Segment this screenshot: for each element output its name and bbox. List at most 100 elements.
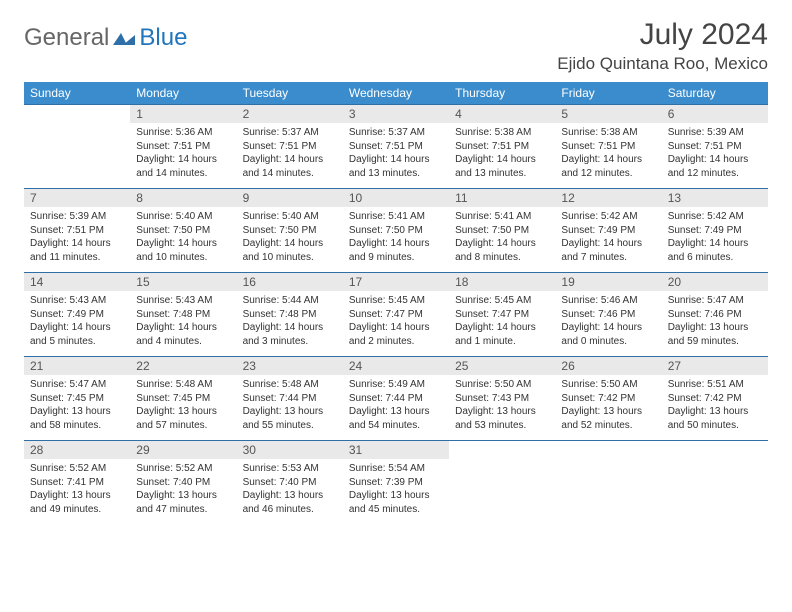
sunrise-text: Sunrise: 5:41 AM [455,210,549,224]
weekday-header: Thursday [449,82,555,105]
day-number-cell: 10 [343,189,449,208]
day-detail-cell: Sunrise: 5:47 AMSunset: 7:45 PMDaylight:… [24,375,130,441]
daynum-row: 123456 [24,105,768,124]
day-detail-cell: Sunrise: 5:40 AMSunset: 7:50 PMDaylight:… [130,207,236,273]
daylight-text: Daylight: 13 hours and 55 minutes. [243,405,337,432]
daylight-text: Daylight: 14 hours and 10 minutes. [136,237,230,264]
sunrise-text: Sunrise: 5:45 AM [349,294,443,308]
sunset-text: Sunset: 7:51 PM [668,140,762,154]
weekday-header: Monday [130,82,236,105]
detail-row: Sunrise: 5:43 AMSunset: 7:49 PMDaylight:… [24,291,768,357]
sunrise-text: Sunrise: 5:40 AM [243,210,337,224]
weekday-header: Tuesday [237,82,343,105]
day-number-cell: 30 [237,441,343,460]
daynum-row: 14151617181920 [24,273,768,292]
sunset-text: Sunset: 7:48 PM [243,308,337,322]
sunset-text: Sunset: 7:51 PM [349,140,443,154]
sunset-text: Sunset: 7:40 PM [136,476,230,490]
sunset-text: Sunset: 7:47 PM [349,308,443,322]
sunrise-text: Sunrise: 5:37 AM [349,126,443,140]
daylight-text: Daylight: 14 hours and 14 minutes. [136,153,230,180]
brand-part1: General [24,24,109,52]
day-number-cell: 29 [130,441,236,460]
day-detail-cell: Sunrise: 5:43 AMSunset: 7:48 PMDaylight:… [130,291,236,357]
day-detail-cell [662,459,768,524]
day-number: 10 [349,191,362,205]
day-detail-cell: Sunrise: 5:41 AMSunset: 7:50 PMDaylight:… [343,207,449,273]
sunset-text: Sunset: 7:49 PM [668,224,762,238]
day-detail-cell: Sunrise: 5:46 AMSunset: 7:46 PMDaylight:… [555,291,661,357]
sunset-text: Sunset: 7:51 PM [243,140,337,154]
sunset-text: Sunset: 7:40 PM [243,476,337,490]
detail-row: Sunrise: 5:47 AMSunset: 7:45 PMDaylight:… [24,375,768,441]
weekday-header: Wednesday [343,82,449,105]
daylight-text: Daylight: 14 hours and 0 minutes. [561,321,655,348]
sunset-text: Sunset: 7:43 PM [455,392,549,406]
sunrise-text: Sunrise: 5:47 AM [30,378,124,392]
day-number: 28 [30,443,43,457]
daylight-text: Daylight: 13 hours and 54 minutes. [349,405,443,432]
day-number-cell: 27 [662,357,768,376]
day-detail-cell: Sunrise: 5:47 AMSunset: 7:46 PMDaylight:… [662,291,768,357]
day-number: 13 [668,191,681,205]
daylight-text: Daylight: 13 hours and 53 minutes. [455,405,549,432]
daylight-text: Daylight: 13 hours and 57 minutes. [136,405,230,432]
day-detail-cell: Sunrise: 5:40 AMSunset: 7:50 PMDaylight:… [237,207,343,273]
daylight-text: Daylight: 14 hours and 7 minutes. [561,237,655,264]
daylight-text: Daylight: 13 hours and 47 minutes. [136,489,230,516]
daylight-text: Daylight: 14 hours and 4 minutes. [136,321,230,348]
day-number-cell: 13 [662,189,768,208]
daynum-row: 78910111213 [24,189,768,208]
day-number-cell: 28 [24,441,130,460]
day-detail-cell: Sunrise: 5:43 AMSunset: 7:49 PMDaylight:… [24,291,130,357]
daynum-row: 21222324252627 [24,357,768,376]
daylight-text: Daylight: 14 hours and 11 minutes. [30,237,124,264]
sunset-text: Sunset: 7:49 PM [30,308,124,322]
day-number-cell: 17 [343,273,449,292]
day-detail-cell: Sunrise: 5:50 AMSunset: 7:42 PMDaylight:… [555,375,661,441]
day-detail-cell: Sunrise: 5:37 AMSunset: 7:51 PMDaylight:… [237,123,343,189]
sunrise-text: Sunrise: 5:50 AM [455,378,549,392]
day-number: 23 [243,359,256,373]
daylight-text: Daylight: 13 hours and 49 minutes. [30,489,124,516]
sunrise-text: Sunrise: 5:52 AM [30,462,124,476]
day-number: 8 [136,191,143,205]
location: Ejido Quintana Roo, Mexico [557,54,768,74]
day-detail-cell: Sunrise: 5:51 AMSunset: 7:42 PMDaylight:… [662,375,768,441]
day-number: 18 [455,275,468,289]
sunrise-text: Sunrise: 5:45 AM [455,294,549,308]
day-detail-cell [24,123,130,189]
sunset-text: Sunset: 7:50 PM [349,224,443,238]
day-number: 22 [136,359,149,373]
sunrise-text: Sunrise: 5:48 AM [136,378,230,392]
sunset-text: Sunset: 7:44 PM [243,392,337,406]
sunrise-text: Sunrise: 5:41 AM [349,210,443,224]
sunrise-text: Sunrise: 5:39 AM [668,126,762,140]
sunset-text: Sunset: 7:42 PM [561,392,655,406]
month-title: July 2024 [557,18,768,52]
day-detail-cell: Sunrise: 5:44 AMSunset: 7:48 PMDaylight:… [237,291,343,357]
daylight-text: Daylight: 14 hours and 13 minutes. [455,153,549,180]
daylight-text: Daylight: 14 hours and 3 minutes. [243,321,337,348]
day-number-cell [24,105,130,124]
daylight-text: Daylight: 14 hours and 10 minutes. [243,237,337,264]
daylight-text: Daylight: 14 hours and 8 minutes. [455,237,549,264]
detail-row: Sunrise: 5:39 AMSunset: 7:51 PMDaylight:… [24,207,768,273]
sunrise-text: Sunrise: 5:43 AM [30,294,124,308]
day-number-cell: 14 [24,273,130,292]
daylight-text: Daylight: 13 hours and 58 minutes. [30,405,124,432]
day-number: 12 [561,191,574,205]
day-number: 9 [243,191,250,205]
weekday-header: Saturday [662,82,768,105]
day-number: 24 [349,359,362,373]
day-number-cell: 26 [555,357,661,376]
day-number-cell: 12 [555,189,661,208]
sunrise-text: Sunrise: 5:43 AM [136,294,230,308]
day-number-cell: 15 [130,273,236,292]
day-detail-cell: Sunrise: 5:39 AMSunset: 7:51 PMDaylight:… [662,123,768,189]
sunrise-text: Sunrise: 5:39 AM [30,210,124,224]
daylight-text: Daylight: 14 hours and 2 minutes. [349,321,443,348]
day-detail-cell: Sunrise: 5:42 AMSunset: 7:49 PMDaylight:… [555,207,661,273]
day-number: 20 [668,275,681,289]
weekday-header: Friday [555,82,661,105]
